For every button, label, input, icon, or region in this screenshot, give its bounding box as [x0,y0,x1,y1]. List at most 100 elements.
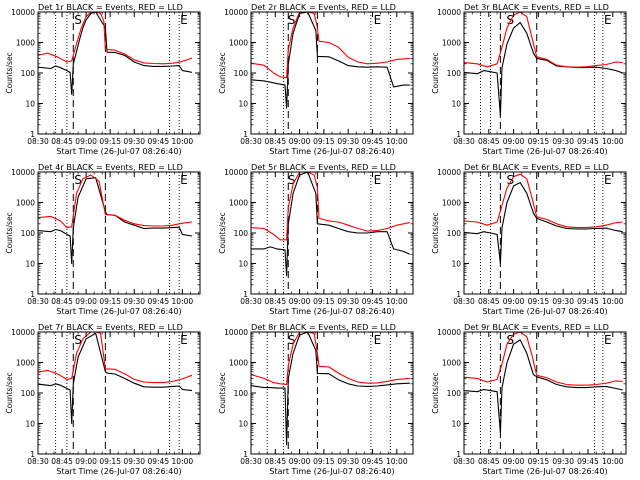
y-tick-label: 100 [234,389,249,398]
y-tick-label: 1000 [229,199,248,208]
region-marker-s: S [74,173,82,187]
x-tick-label: 10:00 [172,457,194,466]
x-tick-label: 09:00 [503,457,525,466]
x-tick-label: 08:30 [240,457,262,466]
x-tick-label: 08:45 [478,137,500,146]
y-tick-label: 10 [25,260,35,269]
x-tick-label: 09:30 [552,297,574,306]
x-axis-title: Start Time (26-Jul-07 08:26:40) [482,467,607,476]
x-axis-title: Start Time (26-Jul-07 08:26:40) [56,467,181,476]
x-axis-title: Start Time (26-Jul-07 08:26:40) [56,307,181,316]
x-tick-label: 10:00 [386,297,408,306]
y-tick-label: 1 [456,130,461,139]
y-tick-label: 100 [447,389,462,398]
region-marker-s: S [288,173,296,187]
y-tick-label: 1 [30,130,35,139]
x-tick-label: 09:15 [528,297,550,306]
x-tick-label: 08:45 [264,457,286,466]
plot-frame [250,331,414,455]
series-group [464,332,623,434]
region-marker-s: S [74,333,82,347]
y-tick-label: 1000 [442,199,461,208]
y-tick-label: 10000 [224,168,248,177]
events-series-line [251,172,411,277]
x-tick-label: 09:45 [147,457,169,466]
x-tick-label: 09:45 [577,137,599,146]
y-tick-label: 1000 [229,359,248,368]
y-axis-title: Counts/sec [5,212,14,253]
x-tick-label: 09:30 [552,457,574,466]
y-tick-label: 10 [451,260,461,269]
x-tick-label: 09:30 [337,457,359,466]
x-axis-title: Start Time (26-Jul-07 08:26:40) [482,147,607,156]
x-axis-title: Start Time (26-Jul-07 08:26:40) [482,307,607,316]
x-tick-label: 09:45 [362,457,384,466]
y-tick-label: 1 [456,290,461,299]
x-tick-label: 08:30 [453,137,475,146]
y-axis-title: Counts/sec [218,212,227,253]
panel-title: Det 6r BLACK = Events, RED = LLD [464,162,609,172]
lld-series-line [464,12,623,68]
x-tick-label: 08:30 [240,137,262,146]
y-tick-label: 10000 [11,8,35,17]
x-tick-label: 09:45 [147,137,169,146]
x-tick-label: 09:45 [577,457,599,466]
series-group [38,174,193,265]
x-tick-label: 09:30 [123,457,145,466]
events-series-line [38,12,193,95]
series-group [464,12,623,117]
x-axis-title: Start Time (26-Jul-07 08:26:40) [269,147,394,156]
x-tick-label: 09:30 [552,137,574,146]
region-marker-e: E [374,173,382,187]
y-tick-label: 10 [238,260,248,269]
region-marker-e: E [604,13,612,27]
x-tick-label: 09:30 [337,297,359,306]
lld-series-line [464,332,623,386]
y-tick-label: 1000 [16,199,35,208]
y-tick-label: 10000 [11,168,35,177]
events-series-line [464,22,623,117]
x-tick-label: 09:00 [75,297,97,306]
series-group [38,332,193,425]
panel-title: Det 1r BLACK = Events, RED = LLD [38,2,183,12]
y-tick-label: 1000 [16,359,35,368]
y-tick-label: 10 [451,100,461,109]
plot-frame [37,171,201,295]
x-tick-label: 08:45 [51,297,73,306]
plot-frame [463,331,627,455]
y-tick-label: 100 [447,229,462,238]
x-tick-label: 08:30 [27,137,49,146]
series-group [251,172,411,277]
y-tick-label: 100 [447,69,462,78]
panel-title: Det 2r BLACK = Events, RED = LLD [251,2,396,12]
region-marker-e: E [604,173,612,187]
panel-title: Det 8r BLACK = Events, RED = LLD [251,322,396,332]
x-tick-label: 09:15 [313,457,335,466]
y-tick-label: 100 [21,69,36,78]
panel-title: Det 5r BLACK = Events, RED = LLD [251,162,396,172]
region-marker-e: E [374,13,382,27]
x-tick-label: 08:45 [51,457,73,466]
y-tick-label: 1 [243,290,248,299]
y-axis-title: Counts/sec [218,372,227,413]
y-tick-label: 10 [25,100,35,109]
x-tick-label: 09:15 [528,457,550,466]
x-tick-label: 09:45 [577,297,599,306]
events-series-line [251,12,410,109]
events-series-line [38,177,193,265]
y-tick-label: 1000 [442,39,461,48]
region-marker-e: E [604,333,612,347]
y-tick-label: 100 [234,69,249,78]
y-tick-label: 1 [456,450,461,459]
y-tick-label: 1000 [16,39,35,48]
region-marker-e: E [180,13,188,27]
y-tick-label: 10000 [11,328,35,337]
x-tick-label: 09:00 [503,137,525,146]
x-tick-label: 09:00 [503,297,525,306]
x-tick-label: 09:00 [289,457,311,466]
